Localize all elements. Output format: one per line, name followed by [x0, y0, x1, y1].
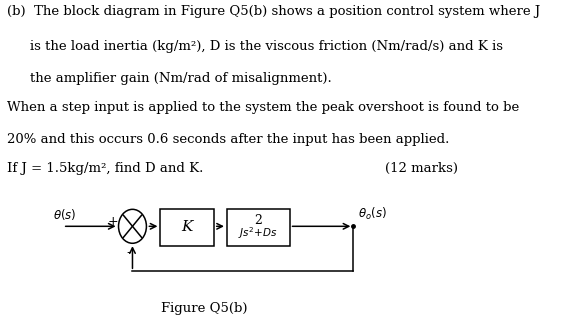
Text: -: - [126, 247, 131, 259]
Text: (12 marks): (12 marks) [385, 162, 458, 175]
Text: $\theta_o(s)$: $\theta_o(s)$ [358, 206, 387, 222]
Text: When a step input is applied to the system the peak overshoot is found to be: When a step input is applied to the syst… [7, 101, 519, 114]
Text: 2: 2 [254, 213, 262, 227]
Bar [227, 209, 290, 246]
Text: the amplifier gain (Nm/rad of misalignment).: the amplifier gain (Nm/rad of misalignme… [30, 72, 332, 85]
Text: If J = 1.5kg/m², find D and K.: If J = 1.5kg/m², find D and K. [7, 162, 203, 175]
Text: 20% and this occurs 0.6 seconds after the input has been applied.: 20% and this occurs 0.6 seconds after th… [7, 133, 449, 146]
Text: is the load inertia (kg/m²), D is the viscous friction (Nm/rad/s) and K is: is the load inertia (kg/m²), D is the vi… [30, 40, 503, 53]
Text: K: K [181, 220, 193, 234]
Text: +: + [108, 215, 118, 228]
Text: (b)  The block diagram in Figure Q5(b) shows a position control system where J: (b) The block diagram in Figure Q5(b) sh… [7, 5, 540, 18]
Text: $Js^2\!+\!Ds$: $Js^2\!+\!Ds$ [238, 226, 278, 241]
Bar [160, 209, 214, 246]
Text: Figure Q5(b): Figure Q5(b) [161, 302, 248, 315]
Text: $\theta(s)$: $\theta(s)$ [53, 207, 77, 222]
